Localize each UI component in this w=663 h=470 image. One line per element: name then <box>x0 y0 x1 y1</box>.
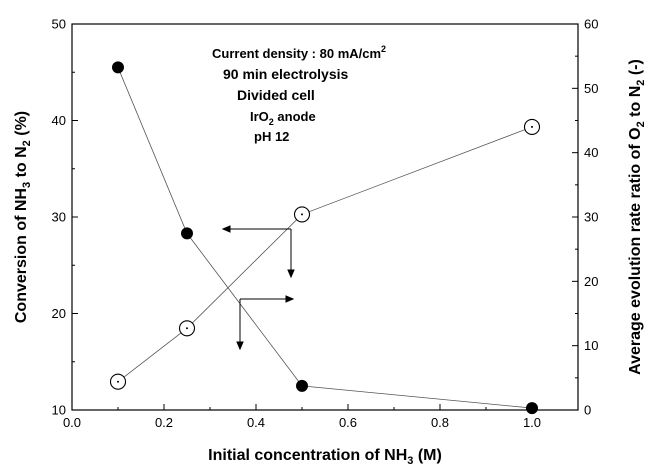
y-right-tick-label: 50 <box>584 81 598 96</box>
y-right-axis-title: Average evolution rate ratio of O2 to N2… <box>627 59 647 375</box>
left-axis-arrow <box>221 225 295 279</box>
x-axis-title: Initial concentration of NH3 (M) <box>208 447 442 467</box>
series-layer <box>109 61 541 415</box>
y-right-tick-label: 30 <box>584 210 598 225</box>
y-left-axis-ticks: 10 20 30 40 50 <box>52 17 78 418</box>
x-tick-label: 0.2 <box>155 415 173 430</box>
y-left-axis-title: Conversion of NH3 to N2 (%) <box>13 111 33 323</box>
ratio-data-point-center <box>186 327 188 330</box>
electrolysis-text: 90 min electrolysis <box>223 66 349 82</box>
ratio-series-line <box>117 126 533 383</box>
x-tick-label: 0.0 <box>63 415 81 430</box>
y-right-tick-label: 60 <box>584 17 598 32</box>
y-right-tick-label: 20 <box>584 274 598 289</box>
y-left-tick-label: 50 <box>52 17 66 32</box>
conversion-series-line <box>117 67 533 409</box>
y-right-tick-label: 10 <box>584 338 598 353</box>
x-tick-label: 0.8 <box>431 415 449 430</box>
y-right-tick-label: 40 <box>584 145 598 160</box>
ph-text: pH 12 <box>254 129 289 144</box>
ratio-data-point-center <box>301 213 303 216</box>
y-left-tick-label: 40 <box>52 113 66 128</box>
y-right-axis-ticks: 0 10 20 30 40 50 60 <box>572 17 598 418</box>
x-axis-ticks: 0.0 0.2 0.4 0.6 0.8 1.0 <box>63 404 541 430</box>
x-tick-label: 0.6 <box>339 415 357 430</box>
ratio-data-point-center <box>531 125 533 128</box>
y-left-tick-label: 30 <box>52 210 66 225</box>
x-tick-label: 1.0 <box>523 415 541 430</box>
y-left-tick-label: 10 <box>52 403 66 418</box>
conversion-data-point <box>526 402 538 415</box>
conversion-data-point <box>112 61 124 74</box>
conversion-data-point <box>296 379 308 392</box>
y-left-tick-label: 20 <box>52 306 66 321</box>
conditions-annotation: Current density : 80 mA/cm2 90 min elect… <box>212 44 386 144</box>
current-density-text: Current density : 80 mA/cm2 <box>212 44 386 61</box>
anode-text: IrO2 anode <box>250 109 316 127</box>
ratio-data-point-center <box>117 380 119 383</box>
cell-text: Divided cell <box>237 87 315 103</box>
y-right-tick-label: 0 <box>584 403 591 418</box>
right-axis-arrow <box>236 295 295 351</box>
x-tick-label: 0.4 <box>247 415 265 430</box>
conversion-data-point <box>181 227 193 240</box>
